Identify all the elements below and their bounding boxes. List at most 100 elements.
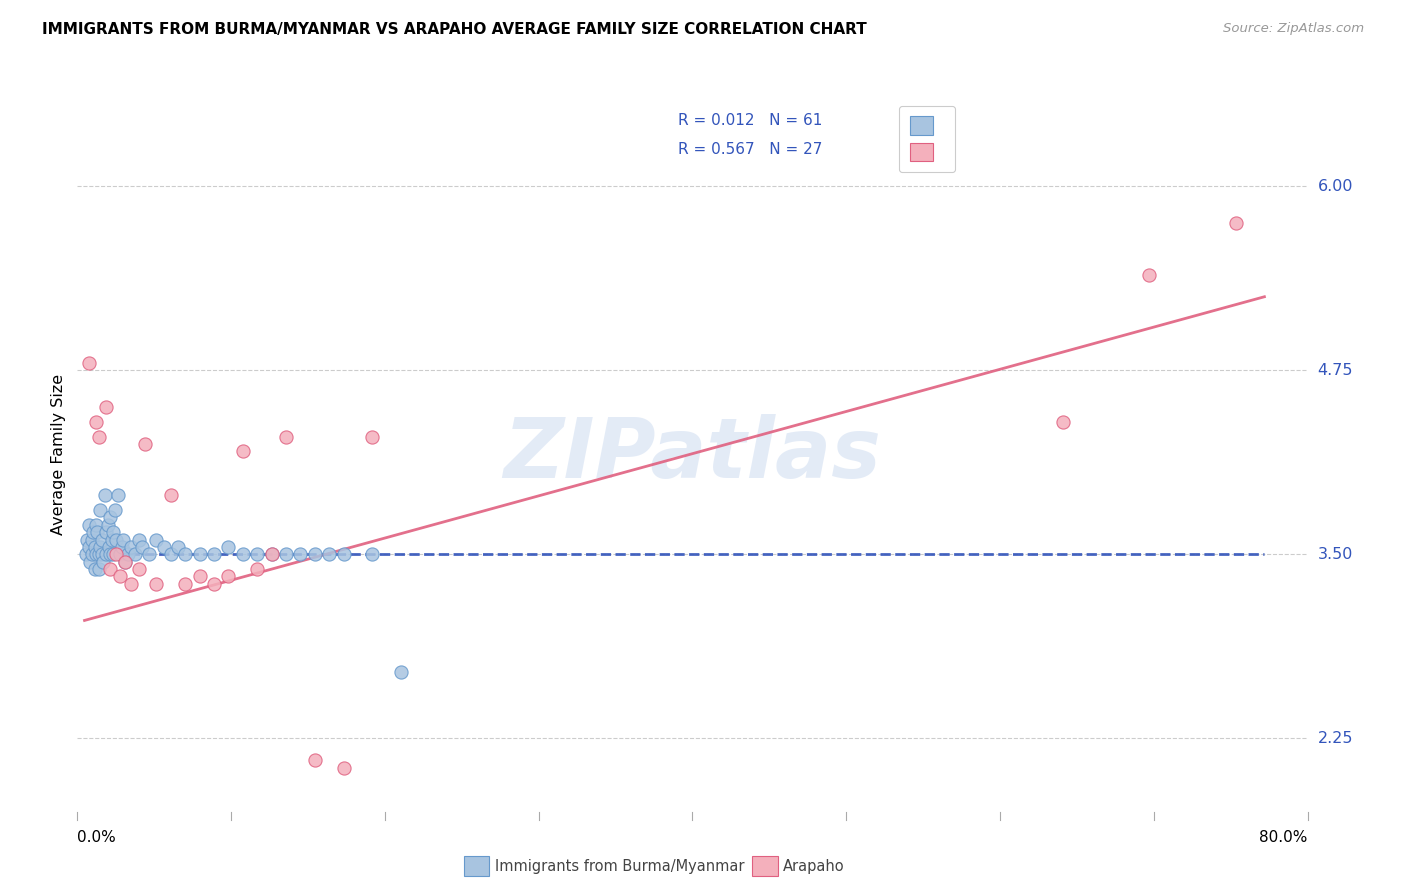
Text: R = 0.012   N = 61: R = 0.012 N = 61 bbox=[678, 113, 823, 128]
Point bbox=[260, 547, 283, 561]
Point bbox=[77, 517, 100, 532]
Point bbox=[160, 547, 183, 561]
Point bbox=[332, 761, 354, 775]
Point bbox=[160, 488, 183, 502]
Point bbox=[131, 540, 153, 554]
Point bbox=[105, 533, 128, 547]
Point bbox=[246, 547, 269, 561]
Point bbox=[100, 547, 122, 561]
Point bbox=[174, 576, 197, 591]
Point bbox=[80, 533, 103, 547]
Point bbox=[91, 555, 114, 569]
Point bbox=[84, 547, 107, 561]
Point bbox=[84, 415, 107, 429]
Point bbox=[128, 562, 150, 576]
Point bbox=[112, 533, 135, 547]
Text: Arapaho: Arapaho bbox=[783, 859, 845, 873]
Point bbox=[202, 576, 225, 591]
Point bbox=[75, 547, 97, 561]
Point bbox=[90, 533, 112, 547]
Point bbox=[274, 547, 297, 561]
Point bbox=[138, 547, 160, 561]
Text: ZIPatlas: ZIPatlas bbox=[503, 415, 882, 495]
Point bbox=[90, 547, 112, 561]
Point bbox=[202, 547, 225, 561]
Point bbox=[103, 525, 125, 540]
Text: 3.50: 3.50 bbox=[1317, 547, 1353, 562]
Point bbox=[389, 665, 412, 679]
Text: 80.0%: 80.0% bbox=[1260, 830, 1308, 845]
Point bbox=[82, 525, 104, 540]
Point bbox=[105, 547, 128, 561]
Text: 2.25: 2.25 bbox=[1317, 731, 1353, 746]
Point bbox=[260, 547, 283, 561]
Point bbox=[152, 540, 174, 554]
Point bbox=[304, 753, 326, 767]
Point bbox=[101, 533, 124, 547]
Point bbox=[93, 488, 115, 502]
Text: Source: ZipAtlas.com: Source: ZipAtlas.com bbox=[1223, 22, 1364, 36]
Text: R = 0.567   N = 27: R = 0.567 N = 27 bbox=[678, 142, 823, 157]
Point bbox=[128, 533, 150, 547]
Point bbox=[86, 525, 108, 540]
Point bbox=[167, 540, 190, 554]
Point bbox=[246, 562, 269, 576]
Text: 0.0%: 0.0% bbox=[77, 830, 117, 845]
Point bbox=[174, 547, 197, 561]
Point bbox=[145, 533, 167, 547]
Text: Immigrants from Burma/Myanmar: Immigrants from Burma/Myanmar bbox=[495, 859, 744, 873]
Point bbox=[188, 569, 211, 583]
Point bbox=[96, 517, 118, 532]
Point bbox=[110, 569, 132, 583]
Point bbox=[83, 562, 105, 576]
Point bbox=[103, 547, 125, 561]
Point bbox=[111, 540, 134, 554]
Point bbox=[290, 547, 312, 561]
Point bbox=[232, 444, 254, 458]
Point bbox=[120, 576, 142, 591]
Point bbox=[1137, 268, 1160, 282]
Point bbox=[274, 429, 297, 443]
Point bbox=[114, 555, 136, 569]
Point bbox=[94, 547, 117, 561]
Point bbox=[124, 547, 146, 561]
Point bbox=[117, 547, 139, 561]
Point bbox=[188, 547, 211, 561]
Point bbox=[1052, 415, 1074, 429]
Point bbox=[89, 540, 111, 554]
Point bbox=[84, 517, 107, 532]
Point bbox=[100, 562, 122, 576]
Point bbox=[361, 547, 384, 561]
Point bbox=[87, 547, 110, 561]
Point bbox=[77, 540, 100, 554]
Point bbox=[98, 540, 121, 554]
Point bbox=[232, 547, 254, 561]
Point bbox=[134, 437, 156, 451]
Point bbox=[120, 540, 142, 554]
Point bbox=[80, 547, 103, 561]
Point bbox=[100, 510, 122, 524]
Point bbox=[304, 547, 326, 561]
Point bbox=[107, 488, 129, 502]
Point bbox=[87, 562, 110, 576]
Point bbox=[77, 356, 100, 370]
Point bbox=[104, 503, 127, 517]
Text: 4.75: 4.75 bbox=[1317, 363, 1353, 378]
Point bbox=[87, 429, 110, 443]
Text: IMMIGRANTS FROM BURMA/MYANMAR VS ARAPAHO AVERAGE FAMILY SIZE CORRELATION CHART: IMMIGRANTS FROM BURMA/MYANMAR VS ARAPAHO… bbox=[42, 22, 868, 37]
Text: 6.00: 6.00 bbox=[1317, 179, 1353, 194]
Point bbox=[114, 555, 136, 569]
Point bbox=[89, 503, 111, 517]
Legend: , : , bbox=[898, 106, 956, 172]
Point bbox=[110, 547, 132, 561]
Point bbox=[94, 525, 117, 540]
Point bbox=[217, 540, 239, 554]
Y-axis label: Average Family Size: Average Family Size bbox=[51, 375, 66, 535]
Point bbox=[1225, 216, 1247, 230]
Point bbox=[332, 547, 354, 561]
Point bbox=[318, 547, 340, 561]
Point bbox=[361, 429, 384, 443]
Point bbox=[145, 576, 167, 591]
Point bbox=[83, 540, 105, 554]
Point bbox=[79, 555, 101, 569]
